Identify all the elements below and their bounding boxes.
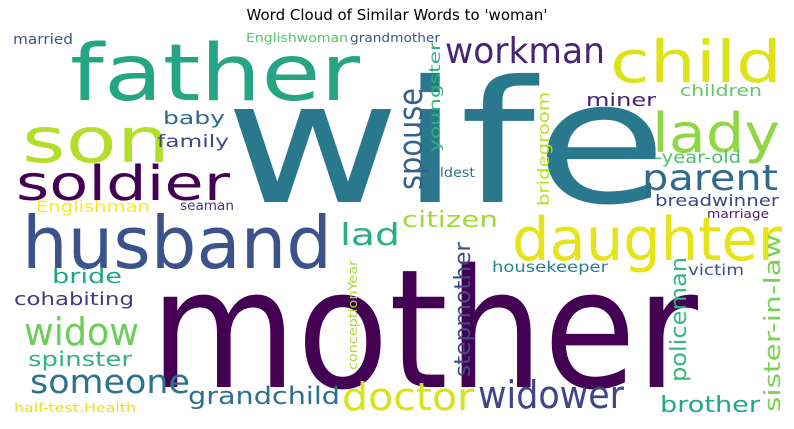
word-grandchild: grandchild [188, 382, 340, 410]
word-father: father [70, 29, 361, 119]
word-lad: lad [340, 218, 400, 253]
word-workman: workman [445, 31, 605, 72]
word-wife: wife [225, 45, 667, 243]
word-grandmother: grandmother [350, 31, 440, 45]
word-englishman: Englishman [36, 197, 150, 216]
word-citizen: citizen [402, 208, 498, 233]
word-miner: miner [586, 90, 657, 111]
word-victim: victim [688, 261, 744, 279]
word-policeman: policeman [667, 257, 692, 382]
chart-title: Word Cloud of Similar Words to 'woman' [246, 6, 548, 24]
word-year-old: -year-old [655, 148, 741, 168]
word-lady: lady [652, 102, 780, 165]
word-children: children [680, 81, 762, 100]
word-daughter: daughter [512, 205, 782, 275]
word-spouse: spouse [391, 88, 430, 190]
word-spinster: spinster [28, 347, 133, 371]
word-stepmother: stepmother [451, 241, 476, 377]
word-youngster: youngster [426, 41, 444, 152]
word-son: son [22, 104, 170, 177]
word-soldier: soldier [16, 156, 230, 212]
word-housekeeper: housekeeper [492, 258, 609, 276]
word-brother: brother [660, 393, 761, 418]
word-married: married [13, 32, 73, 48]
word-family: family [157, 132, 229, 152]
word-widower: widower [478, 373, 624, 417]
word-eldest: eldest [431, 166, 475, 181]
word-bridegroom: bridegroom [534, 92, 553, 206]
word-parent: parent [642, 158, 778, 199]
word-half-test-health: half-test.Health [14, 401, 136, 415]
word-sister-in-law: sister-in-law [761, 234, 786, 412]
word-someone: someone [30, 362, 190, 401]
word-englishwoman: Englishwoman [246, 31, 348, 45]
word-mother: mother [150, 234, 698, 426]
word-conceptionyear: conceptionYear [346, 260, 360, 370]
word-baby: baby [163, 108, 225, 129]
word-child: child [610, 28, 782, 96]
word-marriage: marriage [707, 207, 769, 221]
word-doctor: doctor [342, 375, 474, 419]
word-seaman: seaman [180, 199, 234, 214]
word-husband: husband [22, 201, 332, 285]
word-widow: widow [24, 310, 139, 354]
word-cohabiting: cohabiting [14, 289, 134, 310]
word-bride: bride [52, 264, 122, 288]
word-breadwinner: breadwinner [655, 191, 780, 210]
